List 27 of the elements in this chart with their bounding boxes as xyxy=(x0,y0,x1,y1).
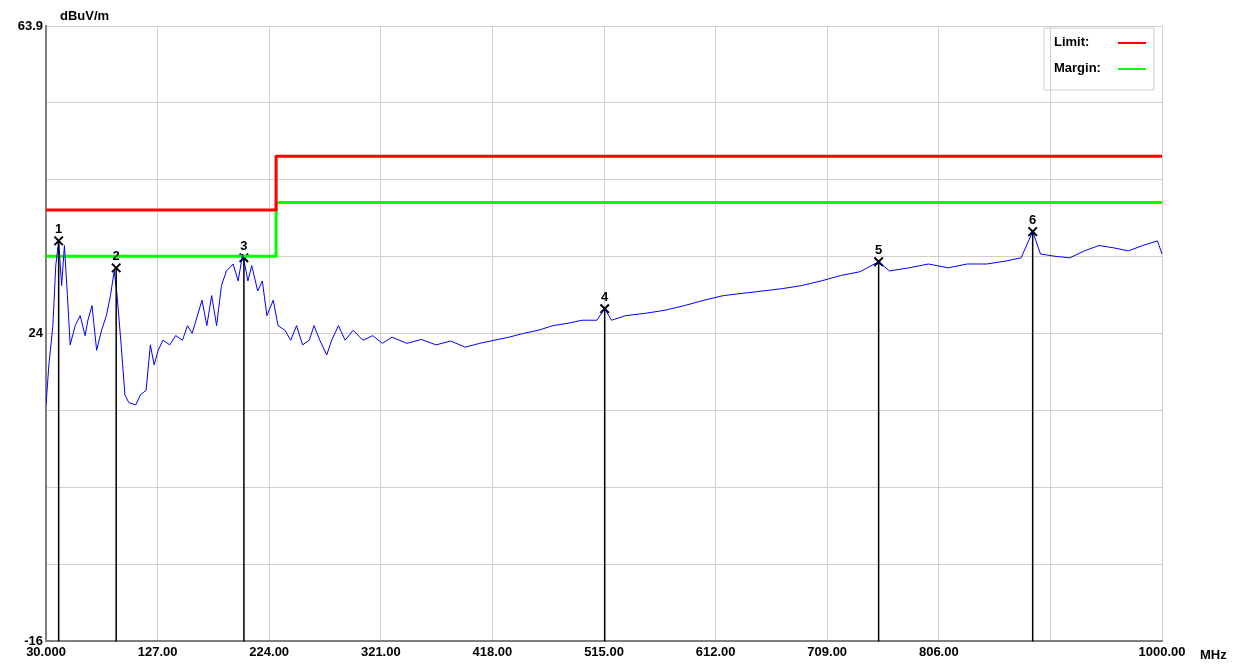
x-tick-label: 515.00 xyxy=(584,643,624,659)
point xyxy=(873,256,884,267)
point xyxy=(53,235,64,247)
annotation: 6 xyxy=(1029,211,1037,227)
x-axis-title: MHz xyxy=(1200,647,1228,663)
y-tick-label: 63.9 xyxy=(17,17,43,33)
annotation: 3 xyxy=(240,237,248,253)
x-tick-label: 806.00 xyxy=(918,643,959,659)
point xyxy=(238,252,250,264)
x-tick-label: 224.00 xyxy=(249,643,290,659)
legend-label: Margin: xyxy=(1054,59,1101,75)
point xyxy=(110,262,122,274)
x-tick-label: 1000.00 xyxy=(1138,643,1186,659)
annotation: 4 xyxy=(601,288,610,304)
annotation: 5 xyxy=(875,241,883,257)
x-tick-label: 709.00 xyxy=(807,643,848,659)
y-axis-title: dBuV/m xyxy=(60,7,110,23)
point xyxy=(599,303,610,314)
x-tick-label: 321.00 xyxy=(360,643,401,659)
point xyxy=(1027,226,1038,237)
y-tick-label: 24 xyxy=(28,324,44,340)
annotation: 1 xyxy=(55,220,63,236)
x-tick-label: 127.00 xyxy=(137,643,178,659)
x-tick-label: 612.00 xyxy=(695,643,736,659)
y-tick-label: -16 xyxy=(24,632,43,648)
x-tick-label: 418.00 xyxy=(472,643,513,659)
legend-label: Limit: xyxy=(1054,33,1090,49)
